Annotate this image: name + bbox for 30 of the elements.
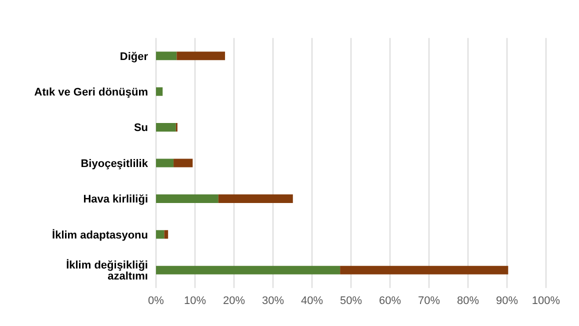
y-tick-label: Biyoçeşitlilik — [80, 158, 149, 170]
y-tick-label: Hava kirliliği — [83, 194, 148, 206]
x-tick-label: 100% — [532, 294, 560, 307]
y-tick-label: Atık ve Geri dönüşüm — [34, 86, 148, 98]
bar — [176, 52, 226, 60]
y-tick-label: İklim değişikliği azaltımı — [66, 258, 148, 283]
x-tick-label: 0% — [148, 294, 164, 307]
x-tick-label: 60% — [378, 294, 402, 307]
x-tick-label: 30% — [262, 294, 284, 307]
bar — [156, 266, 340, 274]
bar — [156, 87, 163, 96]
x-tick-label: 10% — [184, 294, 206, 307]
bar — [340, 266, 508, 274]
x-tick-label: 70% — [418, 294, 440, 307]
y-tick-label: İklim adaptasyonu — [52, 228, 148, 242]
y-tick-label: Diğer — [120, 50, 149, 63]
bar — [156, 123, 176, 132]
x-tick-label: 50% — [340, 294, 362, 307]
bar — [218, 194, 293, 203]
bar — [156, 230, 164, 239]
bar — [174, 158, 193, 168]
bar — [156, 158, 174, 168]
x-tick-label: 20% — [222, 294, 246, 307]
bar — [156, 52, 177, 60]
x-tick-label: 90% — [496, 294, 518, 307]
y-tick-label: Su — [134, 122, 148, 134]
x-tick-label: 40% — [300, 294, 324, 307]
bar — [164, 230, 168, 239]
x-tick-label: 80% — [456, 294, 480, 307]
bar — [156, 194, 218, 203]
